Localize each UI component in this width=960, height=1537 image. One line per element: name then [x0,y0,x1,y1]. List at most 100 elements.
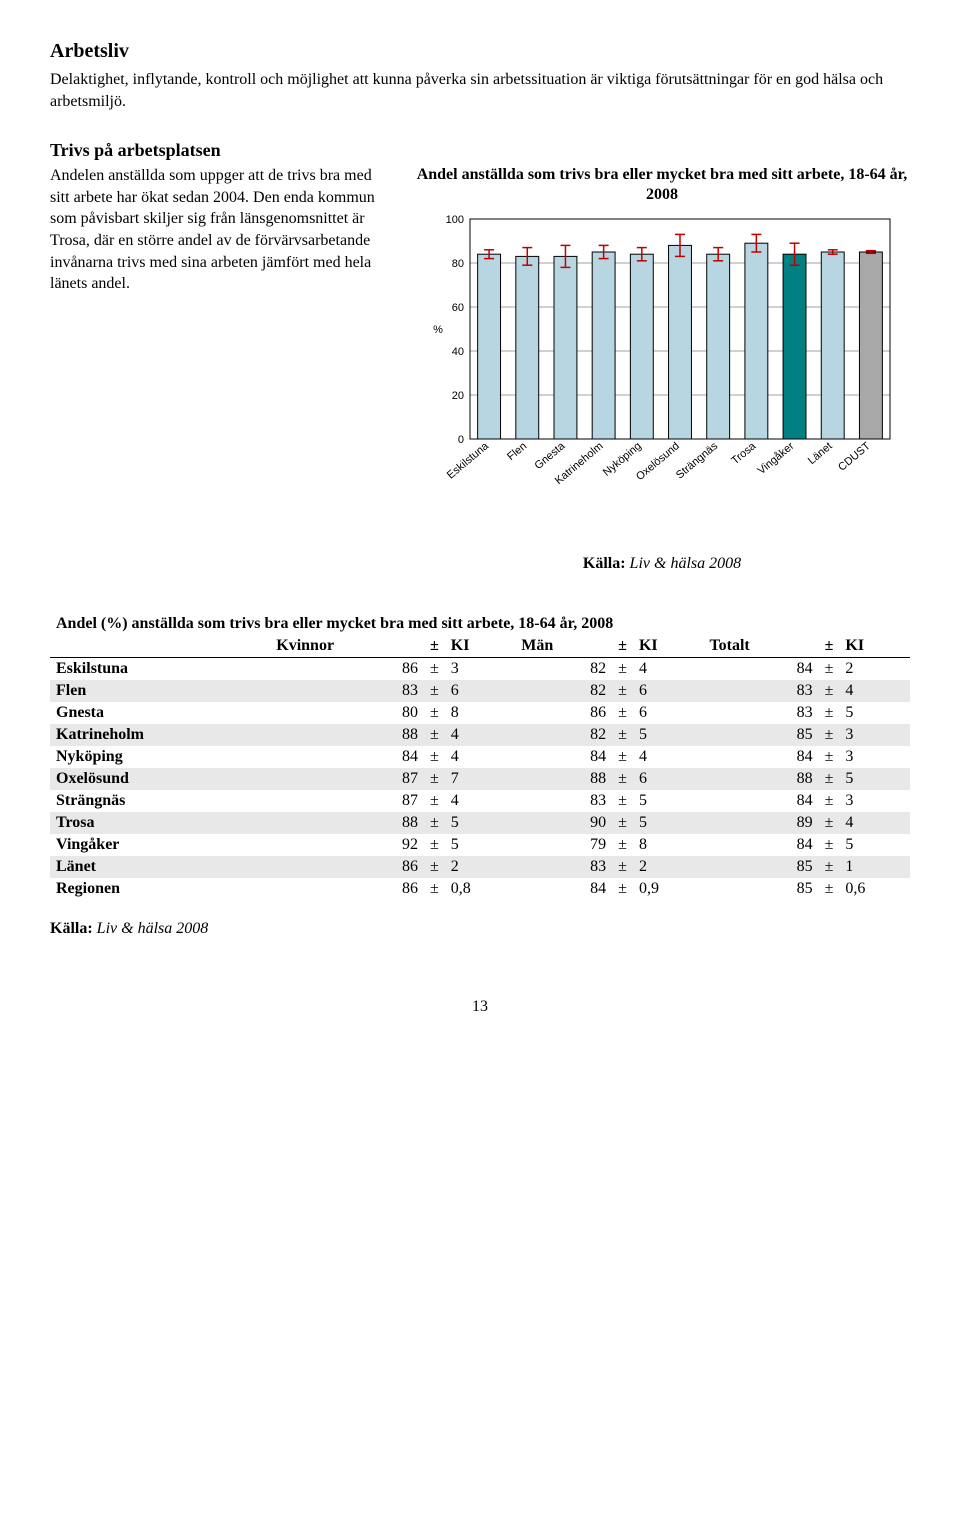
two-column-layout: Andelen anställda som uppger att de triv… [50,165,910,573]
table-cell: ± [819,724,840,746]
page-number: 13 [50,998,910,1016]
table-cell: 88 [270,724,424,746]
table-cell: 84 [515,878,612,900]
table-cell: 3 [839,746,910,768]
table-cell: 90 [515,812,612,834]
bar-chart: 020406080100%EskilstunaFlenGnestaKatrine… [422,209,902,549]
table-col-header: Kvinnor [270,635,424,658]
table-cell: 83 [270,680,424,702]
svg-text:60: 60 [452,302,464,314]
table-cell: 85 [703,878,818,900]
table-row: Flen83±682±683±4 [50,680,910,702]
table-cell: ± [612,658,633,681]
svg-text:%: % [433,324,443,336]
table-cell: Nyköping [50,746,270,768]
table-cell: 4 [445,746,515,768]
table-col-header: Män [515,635,612,658]
table-col-header: KI [839,635,910,658]
table-cell: ± [819,878,840,900]
table-cell: ± [612,680,633,702]
table-cell: ± [612,702,633,724]
svg-text:Vingåker: Vingåker [756,440,797,477]
table-cell: 82 [515,658,612,681]
table-cell: ± [612,746,633,768]
svg-text:Strängnäs: Strängnäs [674,440,721,482]
table-cell: 86 [270,658,424,681]
svg-text:Gnesta: Gnesta [532,440,568,473]
table-cell: ± [612,724,633,746]
left-column-text: Andelen anställda som uppger att de triv… [50,165,390,295]
table-cell: ± [424,790,445,812]
table-cell: 3 [839,724,910,746]
table-cell: ± [819,856,840,878]
bottom-source: Källa: Liv & hälsa 2008 [50,920,910,938]
table-cell: 0,8 [445,878,515,900]
table-cell: 8 [445,702,515,724]
table-cell: ± [424,724,445,746]
table-cell: 85 [703,856,818,878]
table-cell: 4 [633,658,703,681]
table-cell: 84 [703,746,818,768]
table-cell: Trosa [50,812,270,834]
table-cell: 83 [515,790,612,812]
table-cell: 83 [703,702,818,724]
svg-text:Länet: Länet [806,440,835,467]
intro-paragraph: Delaktighet, inflytande, kontroll och mö… [50,69,910,112]
table-cell: 88 [515,768,612,790]
table-col-header: KI [633,635,703,658]
table-cell: ± [819,790,840,812]
table-cell: Gnesta [50,702,270,724]
table-cell: ± [424,746,445,768]
table-cell: 2 [445,856,515,878]
table-cell: 4 [633,746,703,768]
sub-title: Trivs på arbetsplatsen [50,140,910,161]
table-cell: 80 [270,702,424,724]
table-cell: 5 [633,790,703,812]
table-cell: 84 [703,790,818,812]
table-cell: 79 [515,834,612,856]
table-cell: 86 [270,856,424,878]
chart-container: Andel anställda som trivs bra eller myck… [414,165,910,573]
bottom-source-value: Liv & hälsa 2008 [97,920,209,937]
table-cell: ± [424,658,445,681]
table-cell: ± [819,702,840,724]
table-cell: ± [819,746,840,768]
table-cell: 86 [270,878,424,900]
svg-text:100: 100 [446,214,464,226]
chart-source-label: Källa: [583,555,626,572]
table-cell: 83 [703,680,818,702]
table-cell: ± [424,856,445,878]
table-cell: 5 [633,812,703,834]
svg-text:0: 0 [458,434,464,446]
svg-text:80: 80 [452,258,464,270]
table-col-header: Totalt [703,635,818,658]
table-cell: 4 [839,680,910,702]
table-cell: ± [612,856,633,878]
table-row: Vingåker92±579±884±5 [50,834,910,856]
table-cell: 86 [515,702,612,724]
table-col-header: ± [612,635,633,658]
table-cell: 83 [515,856,612,878]
table-row: Strängnäs87±483±584±3 [50,790,910,812]
table-cell: 5 [633,724,703,746]
table-cell: 3 [445,658,515,681]
table-row: Eskilstuna86±382±484±2 [50,658,910,681]
table-cell: 82 [515,724,612,746]
table-cell: Flen [50,680,270,702]
table-cell: 6 [633,702,703,724]
table-cell: 4 [445,790,515,812]
table-col-header [50,635,270,658]
table-cell: 8 [633,834,703,856]
table-cell: 84 [515,746,612,768]
table-cell: ± [819,812,840,834]
table-cell: ± [819,834,840,856]
table-cell: ± [612,790,633,812]
table-cell: Vingåker [50,834,270,856]
chart-source: Källa: Liv & hälsa 2008 [583,555,741,573]
svg-text:Trosa: Trosa [729,440,759,468]
table-cell: 84 [270,746,424,768]
section-title: Arbetsliv [50,40,910,63]
table-caption: Andel (%) anställda som trivs bra eller … [50,613,910,635]
table-cell: 0,9 [633,878,703,900]
table-cell: Regionen [50,878,270,900]
